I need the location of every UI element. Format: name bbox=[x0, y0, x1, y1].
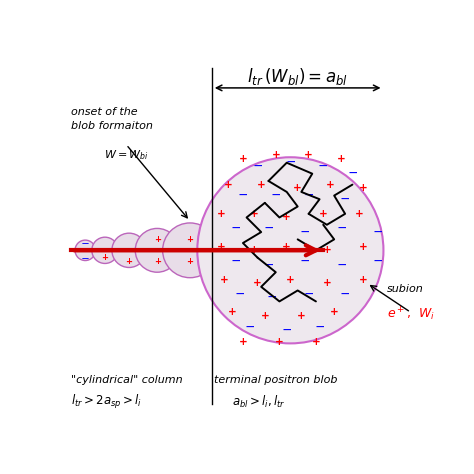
Text: +: + bbox=[319, 209, 328, 219]
Circle shape bbox=[197, 157, 383, 343]
Text: $e^+$,  $W_i$: $e^+$, $W_i$ bbox=[387, 305, 435, 323]
Text: +: + bbox=[238, 154, 247, 164]
Text: +: + bbox=[356, 209, 364, 219]
Text: —: — bbox=[341, 290, 349, 299]
Text: +: + bbox=[154, 257, 161, 266]
Text: —: — bbox=[253, 162, 262, 171]
Text: —: — bbox=[246, 322, 255, 331]
Text: +: + bbox=[293, 183, 302, 193]
Text: —: — bbox=[272, 191, 280, 200]
Text: +: + bbox=[186, 235, 193, 244]
Text: +: + bbox=[272, 150, 280, 160]
Text: +: + bbox=[304, 150, 313, 160]
Text: —: — bbox=[374, 257, 382, 266]
Text: —: — bbox=[239, 191, 247, 200]
Text: —: — bbox=[101, 247, 109, 253]
Text: —: — bbox=[341, 195, 349, 204]
Circle shape bbox=[163, 223, 218, 278]
Text: +: + bbox=[359, 183, 368, 193]
Text: +: + bbox=[311, 337, 320, 346]
Text: +: + bbox=[326, 180, 335, 190]
Text: —: — bbox=[235, 290, 244, 299]
Text: —: — bbox=[126, 247, 133, 253]
Text: +: + bbox=[253, 278, 262, 288]
Text: +: + bbox=[126, 257, 133, 266]
Text: —: — bbox=[315, 322, 324, 331]
Text: —: — bbox=[304, 290, 313, 299]
Text: +: + bbox=[337, 154, 346, 164]
Text: —: — bbox=[374, 228, 382, 237]
Text: +: + bbox=[283, 242, 291, 252]
Text: +: + bbox=[330, 307, 338, 318]
Text: —: — bbox=[301, 257, 309, 266]
Text: —: — bbox=[154, 247, 161, 253]
Circle shape bbox=[112, 233, 146, 267]
Text: +: + bbox=[249, 209, 258, 219]
Text: +: + bbox=[228, 307, 237, 318]
Text: subion: subion bbox=[387, 283, 424, 293]
Text: —: — bbox=[82, 240, 89, 246]
Text: +: + bbox=[275, 337, 284, 346]
Text: —: — bbox=[82, 255, 89, 261]
Text: +: + bbox=[249, 246, 258, 255]
Text: +: + bbox=[257, 180, 265, 190]
Text: —: — bbox=[186, 247, 193, 253]
Text: $a_{bl} > l_i, l_{tr}$: $a_{bl} > l_i, l_{tr}$ bbox=[232, 394, 286, 410]
Text: +: + bbox=[217, 209, 226, 219]
Text: —: — bbox=[337, 260, 346, 269]
Text: +: + bbox=[101, 253, 109, 262]
Text: —: — bbox=[286, 158, 295, 167]
Text: onset of the
blob formaiton: onset of the blob formaiton bbox=[72, 107, 153, 130]
Text: —: — bbox=[264, 260, 273, 269]
Text: "cylindrical" column: "cylindrical" column bbox=[72, 375, 183, 385]
Text: —: — bbox=[231, 224, 240, 233]
Text: $l_{tr}\,(W_{bl}) = a_{bl}$: $l_{tr}\,(W_{bl}) = a_{bl}$ bbox=[247, 66, 348, 87]
Text: —: — bbox=[301, 228, 309, 237]
Text: —: — bbox=[231, 257, 240, 266]
Text: $l_{tr} > 2a_{sp} > l_i$: $l_{tr} > 2a_{sp} > l_i$ bbox=[72, 393, 143, 411]
Circle shape bbox=[92, 237, 118, 264]
Text: —: — bbox=[268, 293, 276, 302]
Text: —: — bbox=[348, 169, 356, 178]
Text: +: + bbox=[322, 278, 331, 288]
Text: —: — bbox=[337, 224, 346, 233]
Text: +: + bbox=[359, 274, 368, 284]
Text: —: — bbox=[304, 191, 313, 200]
Text: +: + bbox=[286, 274, 295, 284]
Text: +: + bbox=[217, 242, 226, 252]
Text: +: + bbox=[297, 311, 306, 321]
Text: +: + bbox=[220, 274, 229, 284]
Text: —: — bbox=[264, 224, 273, 233]
Text: +: + bbox=[154, 235, 161, 244]
Text: —: — bbox=[319, 162, 328, 171]
Text: $W = W_{bi}$: $W = W_{bi}$ bbox=[104, 148, 149, 162]
Text: terminal positron blob: terminal positron blob bbox=[214, 375, 337, 385]
Text: +: + bbox=[238, 337, 247, 346]
Text: +: + bbox=[359, 242, 368, 252]
Circle shape bbox=[75, 240, 95, 261]
Circle shape bbox=[135, 228, 179, 272]
Text: —: — bbox=[283, 326, 291, 335]
Text: +: + bbox=[224, 180, 233, 190]
Text: +: + bbox=[186, 257, 193, 266]
Text: +: + bbox=[322, 246, 331, 255]
Text: +: + bbox=[260, 311, 269, 321]
Text: +: + bbox=[283, 212, 291, 222]
